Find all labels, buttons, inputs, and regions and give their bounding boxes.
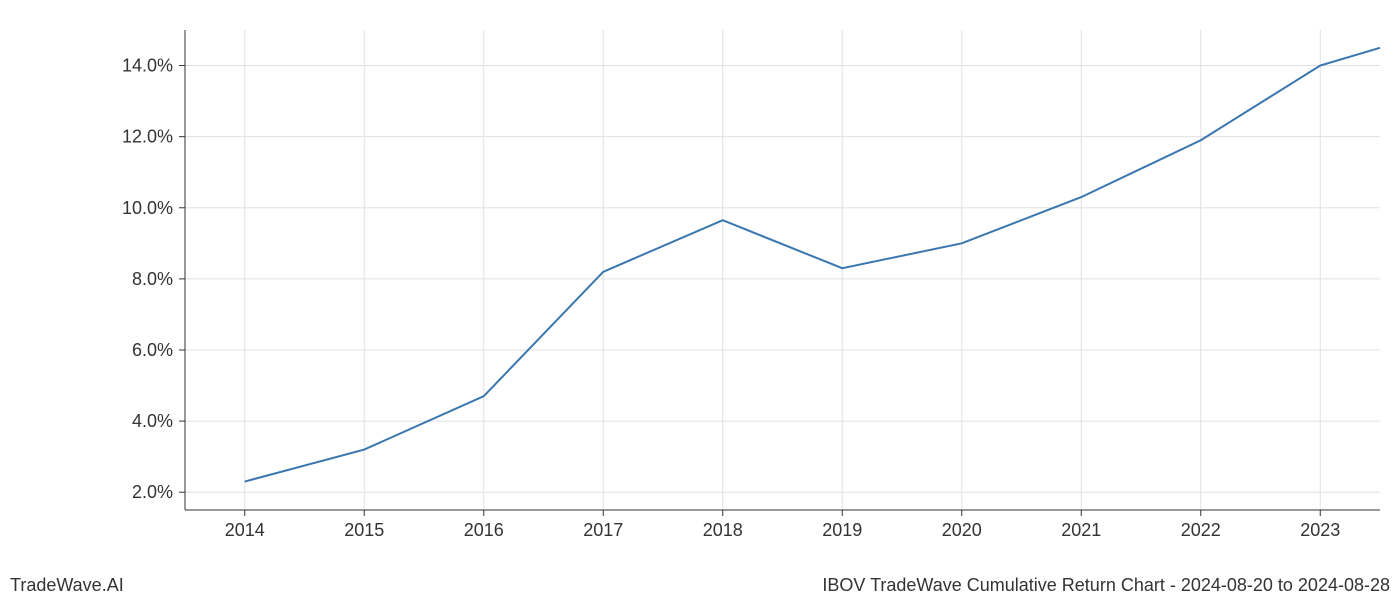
- x-tick-label: 2020: [942, 520, 982, 540]
- x-tick-label: 2019: [822, 520, 862, 540]
- x-tick-label: 2018: [703, 520, 743, 540]
- footer: TradeWave.AI IBOV TradeWave Cumulative R…: [0, 570, 1400, 600]
- data-line: [245, 48, 1380, 482]
- y-tick-label: 4.0%: [132, 411, 173, 431]
- x-tick-label: 2023: [1300, 520, 1340, 540]
- line-chart: 2014 2015 2016 2017 2018 2019 2020 2021 2022 2023…: [10, 10, 1390, 560]
- y-tick-label: 2.0%: [132, 482, 173, 502]
- x-tick-label: 2021: [1061, 520, 1101, 540]
- footer-left-text: TradeWave.AI: [10, 575, 124, 596]
- y-tick-label: 14.0%: [122, 56, 173, 76]
- chart-container: 2014 2015 2016 2017 2018 2019 2020 2021 2022 2023…: [10, 10, 1390, 560]
- y-tick-label: 6.0%: [132, 340, 173, 360]
- y-tick-label: 8.0%: [132, 269, 173, 289]
- x-tick-label: 2022: [1181, 520, 1221, 540]
- x-tick-label: 2014: [225, 520, 265, 540]
- x-tick-label: 2015: [344, 520, 384, 540]
- x-tick-label: 2016: [464, 520, 504, 540]
- x-tick-label: 2017: [583, 520, 623, 540]
- y-tick-label: 12.0%: [122, 127, 173, 147]
- footer-right-text: IBOV TradeWave Cumulative Return Chart -…: [822, 575, 1390, 596]
- y-tick-label: 10.0%: [122, 198, 173, 218]
